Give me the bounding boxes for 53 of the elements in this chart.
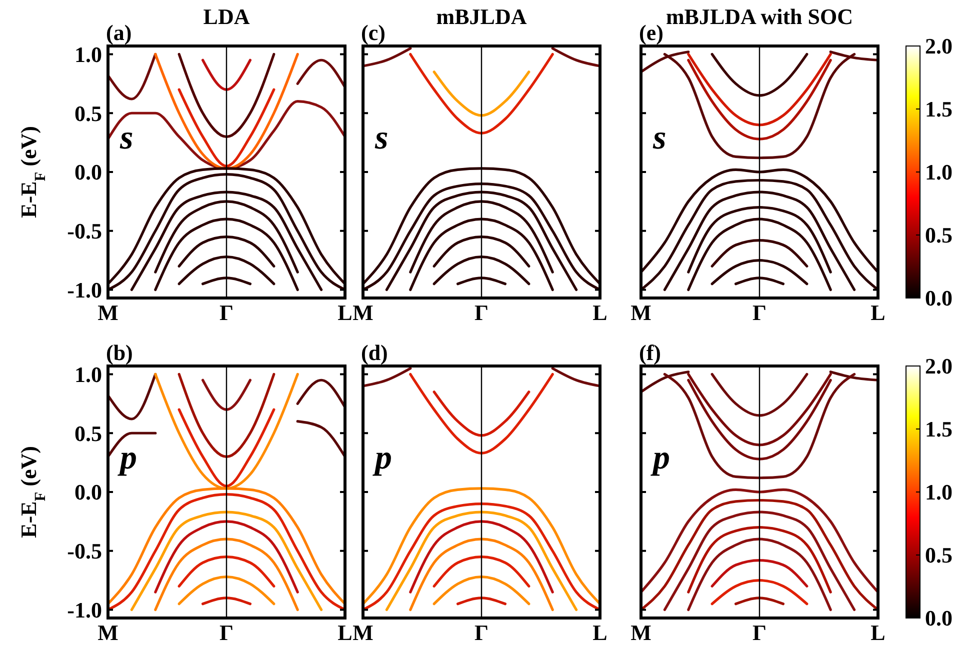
color-bar-label: 1.0 bbox=[925, 480, 952, 505]
x-tick-label: L bbox=[338, 300, 352, 325]
y-tick-label: 0.0 bbox=[74, 160, 102, 185]
color-bar-label: 0.0 bbox=[925, 606, 952, 631]
color-bar-label: 0.5 bbox=[925, 222, 952, 248]
x-tick-label: Γ bbox=[474, 300, 488, 325]
x-tick-label: M bbox=[352, 620, 374, 645]
x-tick-label: L bbox=[870, 300, 886, 325]
annotation: p bbox=[372, 440, 392, 477]
y-tick-label: -0.5 bbox=[67, 538, 102, 564]
text: (c) bbox=[361, 20, 386, 45]
annotation: s bbox=[652, 120, 666, 157]
text: (a) bbox=[106, 20, 132, 45]
y-tick-label: 1.0 bbox=[74, 42, 102, 67]
color-bar-label: 2.0 bbox=[925, 34, 952, 59]
x-tick-label: L bbox=[870, 620, 886, 645]
x-tick-label: M bbox=[352, 300, 374, 325]
text: (b) bbox=[106, 340, 133, 365]
text: (d) bbox=[361, 340, 388, 365]
chart-title: LDA bbox=[203, 4, 250, 29]
y-tick-label: -1.0 bbox=[67, 597, 102, 622]
color-bar-label: 1.5 bbox=[925, 96, 952, 122]
x-tick-label: M bbox=[98, 620, 119, 645]
x-tick-label: M bbox=[630, 620, 652, 645]
x-tick-label: Γ bbox=[752, 300, 766, 325]
color-bar-label: 0.0 bbox=[925, 286, 952, 311]
y-tick-label: 0.5 bbox=[74, 100, 102, 126]
x-tick-label: L bbox=[592, 300, 608, 325]
color-bar-label: 2.0 bbox=[925, 354, 952, 379]
y-tick-label: -0.5 bbox=[67, 218, 102, 244]
color-bar-label: 1.0 bbox=[925, 160, 952, 185]
annotation: p bbox=[650, 440, 670, 477]
chart-title: mBJLDA bbox=[436, 4, 527, 29]
text: (e) bbox=[639, 20, 664, 45]
color-bar-label: 1.5 bbox=[925, 416, 952, 442]
color-bar-label: 0.5 bbox=[925, 542, 952, 568]
x-tick-label: Γ bbox=[220, 620, 234, 645]
annotation: s bbox=[119, 120, 134, 157]
x-tick-label: L bbox=[338, 620, 352, 645]
x-tick-label: Γ bbox=[752, 620, 766, 645]
y-tick-label: -1.0 bbox=[67, 277, 102, 302]
chart-title: mBJLDA with SOC bbox=[666, 4, 854, 29]
x-tick-label: Γ bbox=[474, 620, 488, 645]
y-tick-label: 1.0 bbox=[74, 362, 102, 387]
annotation: s bbox=[374, 120, 388, 157]
x-tick-label: L bbox=[592, 620, 608, 645]
x-tick-label: Γ bbox=[220, 300, 234, 325]
x-tick-label: M bbox=[630, 300, 652, 325]
x-tick-label: M bbox=[98, 300, 119, 325]
y-tick-label: 0.0 bbox=[74, 480, 102, 505]
annotation: p bbox=[117, 440, 137, 477]
text: (f) bbox=[639, 340, 661, 365]
y-tick-label: 0.5 bbox=[74, 420, 102, 446]
